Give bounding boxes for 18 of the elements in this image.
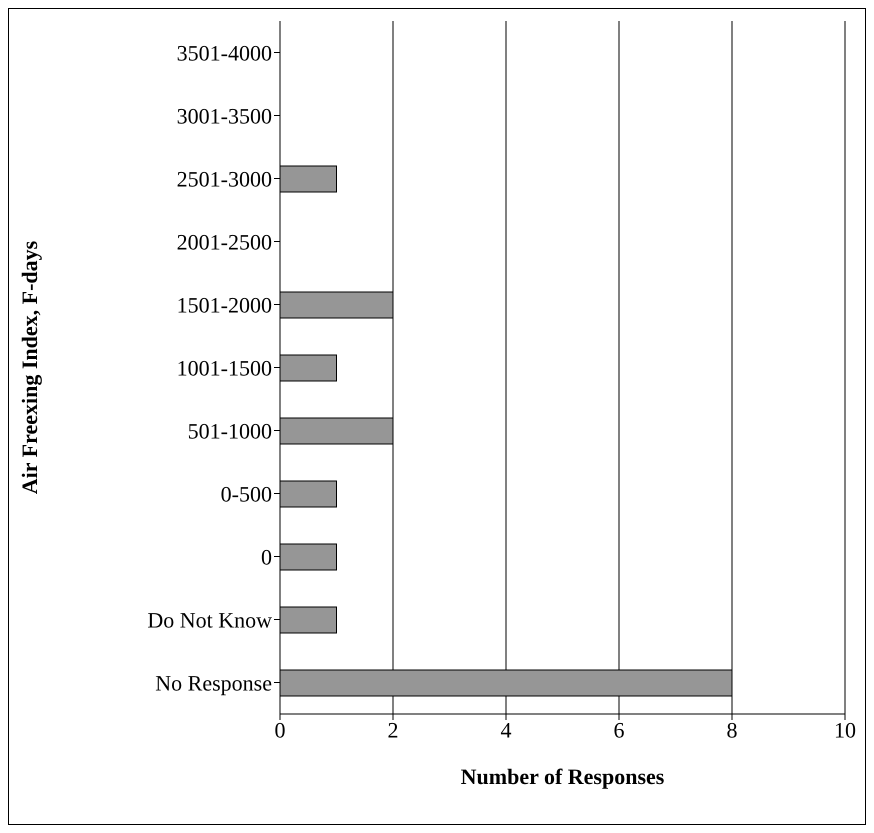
x-tick-label: 6 [614, 718, 624, 743]
y-tick-label: 501-1000 [188, 418, 272, 444]
x-tick-label: 10 [834, 718, 856, 743]
y-tick-label: No Response [155, 670, 272, 696]
y-axis-title: Air Freexing Index, F-days [16, 240, 42, 494]
x-tick-label: 8 [726, 718, 738, 743]
y-tick-label: 0 [261, 544, 272, 570]
y-tick-label: 3501-4000 [176, 40, 272, 66]
x-axis-title: Number of Responses [460, 764, 665, 789]
y-tick-label: 3001-3500 [176, 103, 272, 128]
y-tick-label: Do Not Know [147, 607, 272, 632]
y-tick-label: 2501-3000 [176, 166, 272, 192]
x-tick-label: 4 [500, 718, 512, 743]
y-tick-label: 1501-2000 [176, 292, 272, 318]
y-tick-label: 1001-1500 [176, 355, 272, 380]
y-tick-label: 0-500 [220, 481, 272, 506]
y-tick-label: 2001-2500 [176, 229, 272, 254]
x-tick-label: 2 [388, 718, 398, 743]
